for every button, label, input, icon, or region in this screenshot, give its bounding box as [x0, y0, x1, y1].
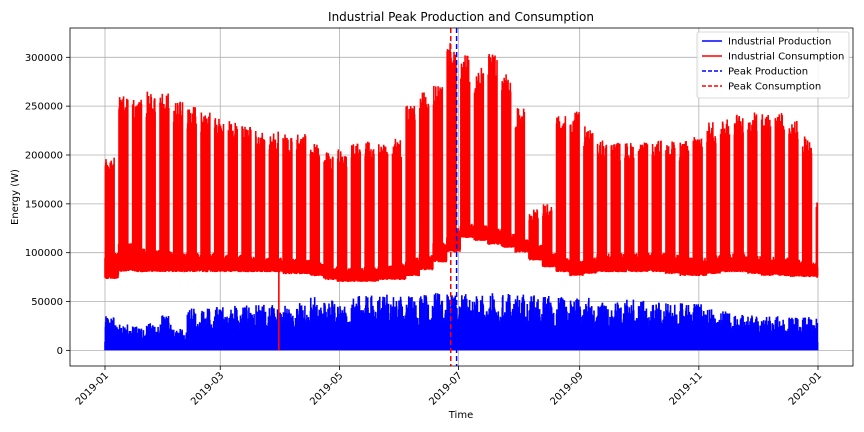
legend-label: Peak Production	[728, 67, 808, 78]
y-tick-label: 100000	[25, 248, 63, 259]
y-tick-label: 300000	[25, 53, 63, 64]
legend: Industrial Production Industrial Consumpt…	[696, 31, 850, 99]
axes-border	[69, 27, 854, 367]
legend-label: Industrial Consumption	[728, 52, 844, 63]
legend-label: Industrial Production	[728, 37, 831, 48]
y-tick-label: 150000	[25, 199, 63, 210]
y-axis-label: Energy (W)	[10, 169, 21, 225]
legend-label: Peak Consumption	[728, 82, 821, 93]
y-axis: 0 50000 100000 150000 200000 250000 300000	[25, 53, 70, 357]
legend-box	[696, 31, 850, 99]
y-tick-label: 250000	[25, 102, 63, 113]
industrial-production-series	[104, 293, 819, 351]
industrial-production-line	[104, 293, 819, 351]
industrial-consumption-series	[104, 43, 819, 351]
chart-title: Industrial Peak Production and Consumpti…	[328, 10, 594, 24]
y-tick-label: 0	[57, 346, 63, 357]
x-axis-label: Time	[448, 410, 473, 421]
y-tick-label: 200000	[25, 150, 63, 161]
peak-lines	[450, 28, 458, 366]
y-tick-label: 50000	[31, 297, 63, 308]
industrial-consumption-line	[104, 43, 819, 351]
